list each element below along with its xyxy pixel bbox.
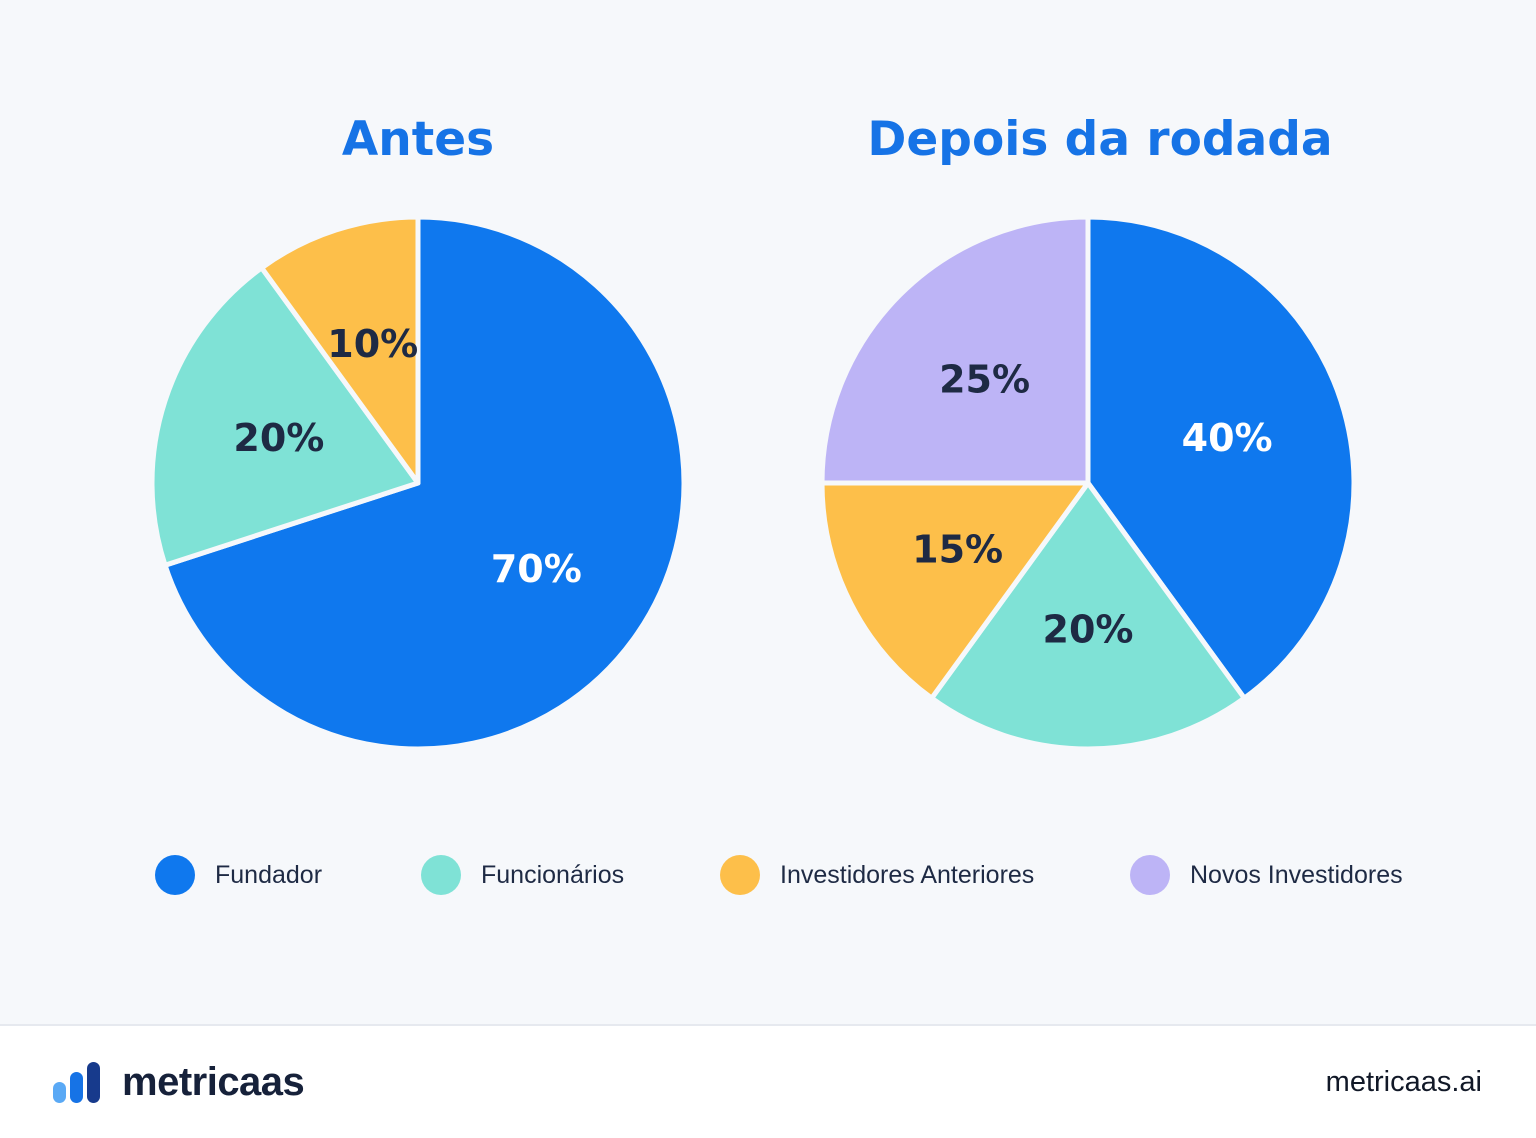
pie-label-funcionarios: 20% [233, 416, 324, 460]
legend-item-investidores-anteriores: Investidores Anteriores [720, 852, 1034, 898]
legend-swatch-investidores-anteriores [720, 855, 760, 895]
legend-label: Funcionários [481, 860, 625, 889]
legend-item-fundador: Fundador [155, 852, 322, 898]
legend-swatch-funcionarios [421, 855, 461, 895]
legend-swatch-novos-investidores [1130, 855, 1170, 895]
bar-chart-logo-icon [53, 1061, 100, 1103]
pie-chart-after: 40% 20% 15% 25% [819, 214, 1357, 752]
pie-label-investidores-anteriores: 10% [327, 322, 418, 366]
legend-swatch-fundador [155, 855, 195, 895]
pie-chart-before: 70% 20% 10% [149, 214, 687, 752]
legend-label: Novos Investidores [1190, 860, 1403, 889]
pie-slice-fundador [1085, 214, 1357, 701]
pie-slice-funcionarios [149, 265, 421, 568]
pie-label-fundador: 40% [1182, 416, 1273, 460]
pie-label-investidores-anteriores: 15% [912, 527, 1003, 571]
brand-name: metricaas [122, 1060, 305, 1104]
chart-title-after: Depois da rodada [867, 112, 1333, 167]
legend-label: Investidores Anteriores [780, 860, 1035, 889]
pie-slice-funcionarios [929, 480, 1247, 752]
chart-area: Antes Depois da rodada 70% 20% 10% 40% 20% 1… [0, 112, 1536, 898]
pie-label-funcionarios: 20% [1043, 607, 1134, 651]
pie-slice-novos-investidores [819, 214, 1091, 486]
legend-item-novos-investidores: Novos Investidores [1130, 852, 1403, 898]
footer: metricaas metricaas.ai [0, 1024, 1536, 1138]
legend: Fundador Funcionários Investidores Anter… [0, 852, 1536, 898]
pie-label-fundador: 70% [491, 547, 582, 591]
brand[interactable]: metricaas [52, 1060, 305, 1105]
legend-item-funcionarios: Funcionários [421, 852, 624, 898]
pie-slice-investidores-anteriores [819, 480, 1091, 701]
pie-slice-fundador [162, 214, 687, 752]
legend-label: Fundador [215, 860, 323, 889]
pie-label-novos-investidores: 25% [939, 358, 1030, 402]
pie-slice-investidores-anteriores [259, 214, 421, 486]
chart-title-before: Antes [341, 112, 495, 167]
site-link[interactable]: metricaas.ai [1325, 1066, 1482, 1098]
